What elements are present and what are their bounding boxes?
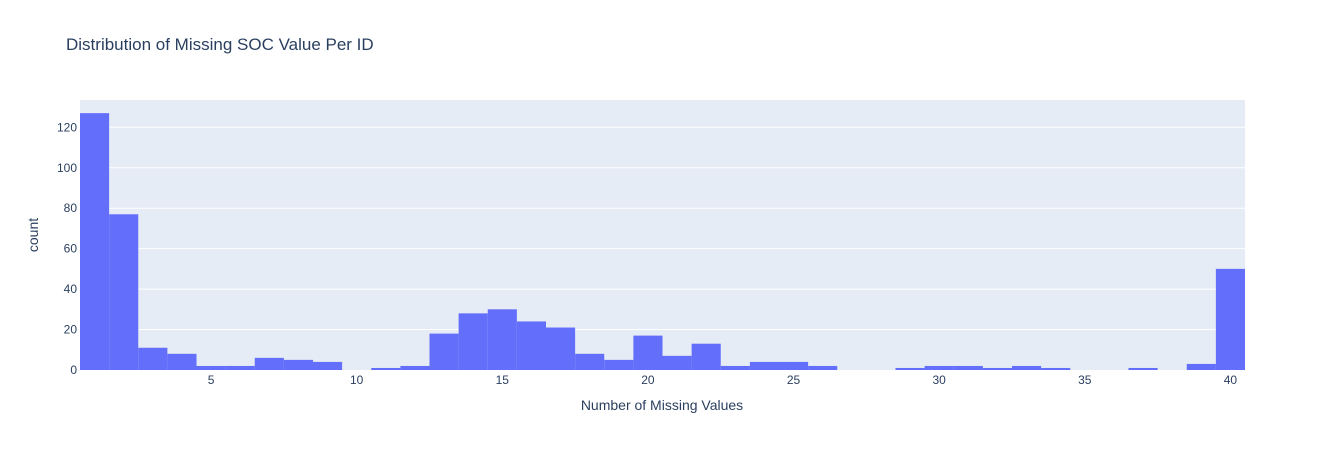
histogram-bar bbox=[604, 359, 634, 370]
y-gridlines bbox=[80, 126, 1245, 331]
histogram-bar bbox=[749, 361, 779, 370]
histogram-bar bbox=[1012, 365, 1042, 370]
x-tick-label: 30 bbox=[933, 373, 947, 387]
histogram-bar bbox=[575, 353, 605, 370]
histogram-bar bbox=[691, 343, 721, 370]
x-tick-label: 5 bbox=[208, 373, 215, 387]
histogram-bar bbox=[516, 321, 546, 370]
histogram-bar bbox=[1041, 367, 1071, 370]
x-tick-label: 15 bbox=[496, 373, 510, 387]
histogram-bar bbox=[546, 327, 576, 370]
histogram-bar bbox=[429, 333, 459, 370]
histogram-bar bbox=[167, 353, 197, 370]
histogram-bar bbox=[982, 367, 1012, 370]
histogram-bar bbox=[80, 113, 110, 371]
histogram-bar bbox=[1128, 367, 1158, 370]
histogram-bar bbox=[458, 313, 488, 370]
y-tick-label: 60 bbox=[64, 242, 78, 256]
plot-area bbox=[80, 100, 1245, 370]
y-tick-label: 20 bbox=[64, 323, 78, 337]
histogram-bar bbox=[487, 309, 517, 370]
x-tick-label: 25 bbox=[787, 373, 801, 387]
y-axis-ticks: 0 20 40 60 80 100 120 bbox=[57, 120, 77, 377]
x-axis-ticks: 5 10 15 20 25 30 35 40 bbox=[208, 373, 1238, 387]
chart-title: Distribution of Missing SOC Value Per ID bbox=[66, 35, 374, 54]
x-tick-label: 10 bbox=[350, 373, 364, 387]
histogram-bar bbox=[254, 357, 284, 370]
histogram-bar bbox=[283, 359, 313, 370]
histogram-bar bbox=[1215, 268, 1245, 370]
histogram-bar bbox=[895, 367, 925, 370]
x-axis-label: Number of Missing Values bbox=[581, 397, 743, 413]
histogram-bar bbox=[196, 365, 226, 370]
histogram-bar bbox=[225, 365, 255, 370]
histogram-bar bbox=[953, 365, 983, 370]
histogram-bar bbox=[808, 365, 838, 370]
histogram-bar bbox=[662, 355, 692, 370]
histogram-bar bbox=[313, 361, 343, 370]
x-tick-label: 20 bbox=[641, 373, 655, 387]
histogram-bar bbox=[400, 365, 430, 370]
histogram-bar bbox=[1186, 363, 1216, 370]
x-tick-label: 40 bbox=[1224, 373, 1238, 387]
y-tick-label: 0 bbox=[70, 363, 77, 377]
y-axis-label: count bbox=[25, 218, 41, 252]
histogram-bar bbox=[371, 367, 401, 370]
histogram-bar bbox=[720, 365, 750, 370]
histogram-bar bbox=[633, 335, 663, 370]
y-tick-label: 80 bbox=[64, 201, 78, 215]
y-tick-label: 120 bbox=[57, 120, 77, 134]
histogram-bars bbox=[80, 113, 1245, 371]
histogram-bar bbox=[109, 214, 139, 370]
histogram-bar bbox=[924, 365, 954, 370]
histogram-bar bbox=[779, 361, 809, 370]
y-tick-label: 40 bbox=[64, 282, 78, 296]
x-tick-label: 35 bbox=[1078, 373, 1092, 387]
y-tick-label: 100 bbox=[57, 161, 77, 175]
histogram-bar bbox=[138, 347, 168, 370]
